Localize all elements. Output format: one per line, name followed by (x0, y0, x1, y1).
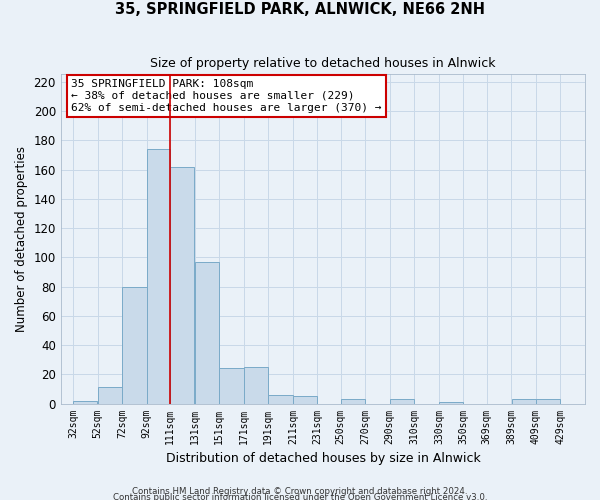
Bar (293, 396, 317, 404)
Bar (98, 388, 122, 404)
Bar (244, 367, 268, 404)
Bar (390, 399, 414, 404)
X-axis label: Distribution of detached houses by size in Alnwick: Distribution of detached houses by size … (166, 452, 480, 465)
Title: Size of property relative to detached houses in Alnwick: Size of property relative to detached ho… (150, 58, 496, 70)
Bar (170, 166, 194, 404)
Bar (195, 262, 219, 404)
Text: 35, SPRINGFIELD PARK, ALNWICK, NE66 2NH: 35, SPRINGFIELD PARK, ALNWICK, NE66 2NH (115, 2, 485, 18)
Bar (220, 368, 244, 404)
Bar (147, 149, 170, 404)
Y-axis label: Number of detached properties: Number of detached properties (15, 146, 28, 332)
Bar (439, 402, 463, 404)
Bar (536, 399, 560, 404)
Bar (122, 286, 146, 404)
Bar (341, 399, 365, 404)
Bar (512, 399, 536, 404)
Bar (73, 400, 97, 404)
Text: Contains public sector information licensed under the Open Government Licence v3: Contains public sector information licen… (113, 492, 487, 500)
Bar (268, 395, 293, 404)
Text: Contains HM Land Registry data © Crown copyright and database right 2024.: Contains HM Land Registry data © Crown c… (132, 486, 468, 496)
Text: 35 SPRINGFIELD PARK: 108sqm
← 38% of detached houses are smaller (229)
62% of se: 35 SPRINGFIELD PARK: 108sqm ← 38% of det… (71, 80, 382, 112)
